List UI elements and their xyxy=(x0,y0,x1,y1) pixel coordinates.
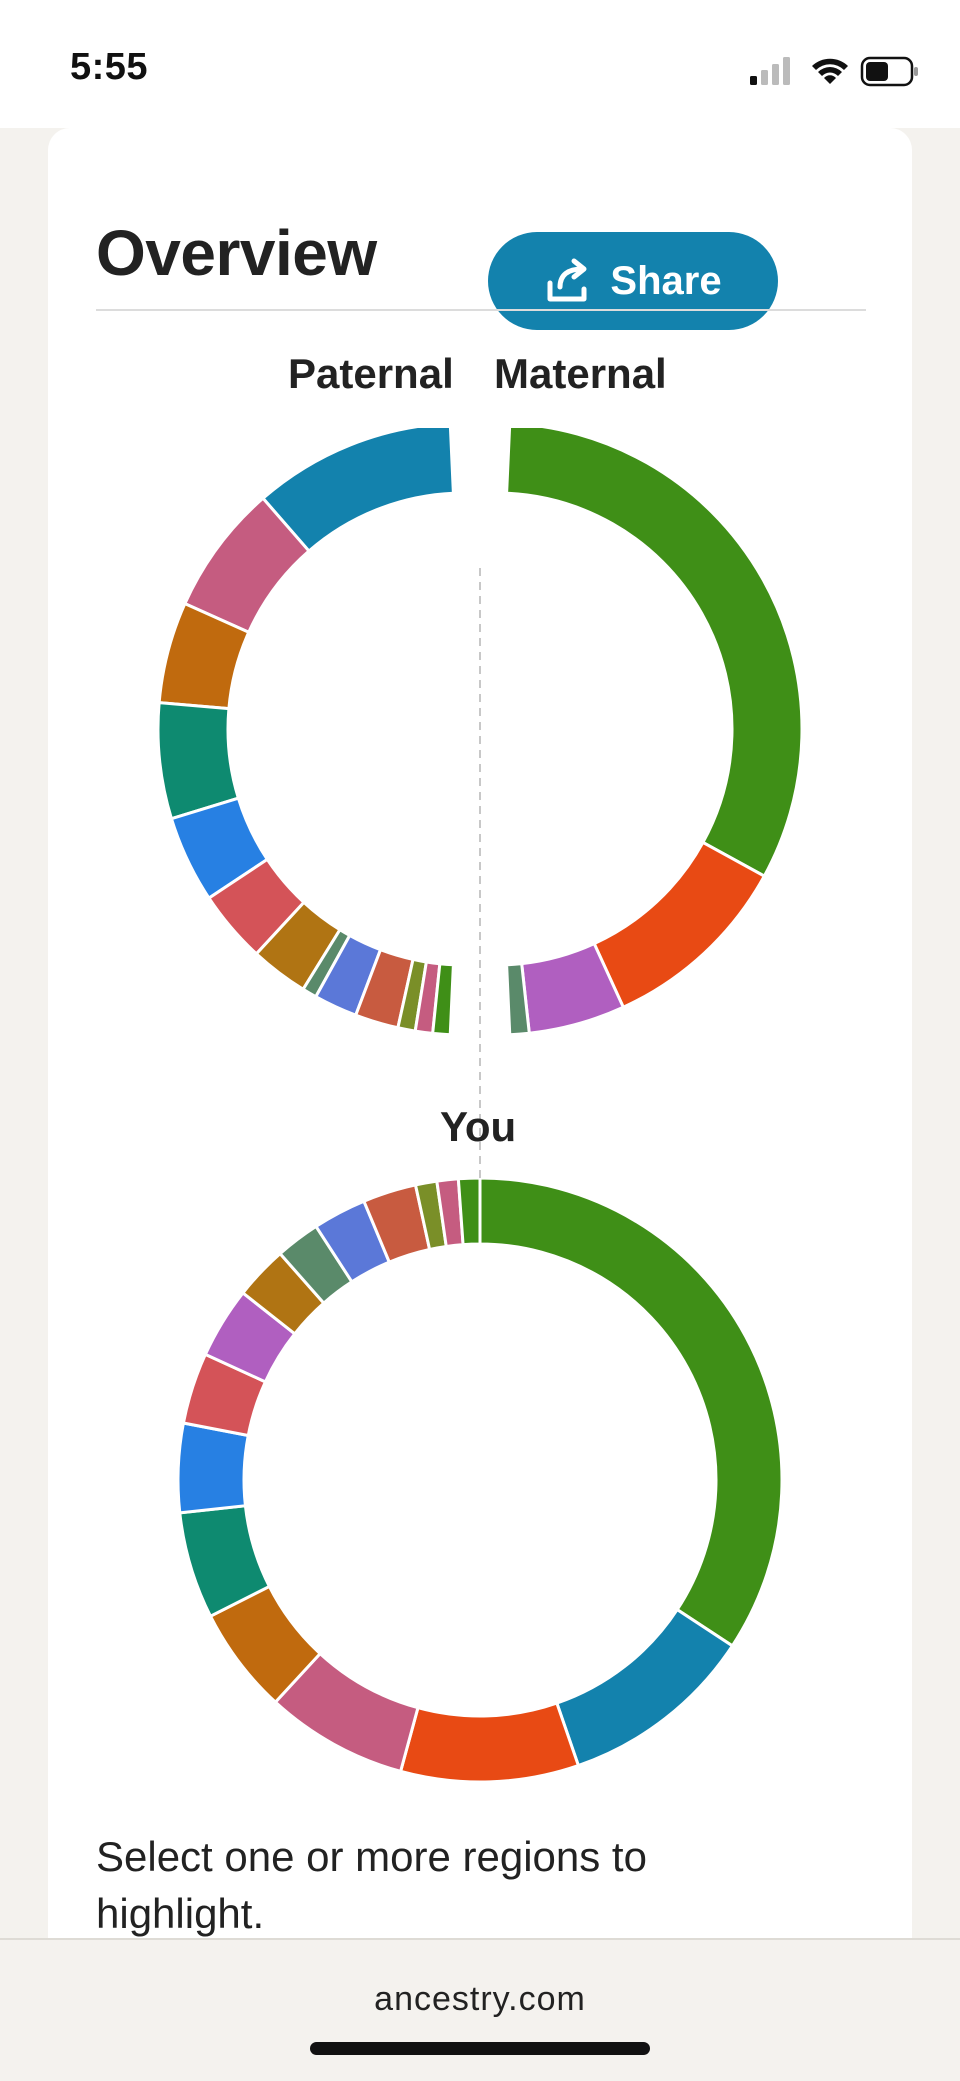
cellular-signal-icon xyxy=(750,57,790,85)
status-icons xyxy=(750,56,918,87)
overview-header: Overview Share xyxy=(96,186,916,330)
paternal-slice-6[interactable] xyxy=(206,857,307,956)
url-label[interactable]: ancestry.com xyxy=(374,1980,586,2018)
page-title: Overview xyxy=(96,217,377,289)
paternal-label: Paternal xyxy=(288,350,454,397)
you-slices xyxy=(176,1178,784,1784)
you-slice-7[interactable] xyxy=(176,1421,250,1515)
instructions-text: Select one or more regions to highlight. xyxy=(96,1833,647,1937)
you-donut-chart[interactable] xyxy=(48,1178,912,1798)
paternal-slice-4[interactable] xyxy=(156,700,241,821)
you-slice-2[interactable] xyxy=(554,1607,735,1768)
parents-donut-chart[interactable] xyxy=(48,428,912,1188)
paternal-slices xyxy=(156,428,455,1037)
maternal-slice-1[interactable] xyxy=(505,428,804,879)
overview-card: Overview Share Paternal Maternal You Sel… xyxy=(48,128,912,1938)
paternal-slice-10[interactable] xyxy=(353,947,415,1030)
share-button[interactable]: Share xyxy=(488,232,778,330)
paternal-slice-1[interactable] xyxy=(260,428,455,554)
paternal-slice-3[interactable] xyxy=(157,601,251,711)
paternal-slice-13[interactable] xyxy=(431,962,455,1037)
maternal-slice-2[interactable] xyxy=(592,840,767,1010)
share-button-label: Share xyxy=(610,258,722,303)
you-slice-1[interactable] xyxy=(478,1178,784,1648)
you-label: You xyxy=(440,1103,517,1150)
share-icon xyxy=(547,258,587,302)
status-bar: 5:55 xyxy=(0,0,960,128)
paternal-slice-2[interactable] xyxy=(182,496,312,635)
you-slice-16[interactable] xyxy=(456,1178,482,1247)
paternal-slice-9[interactable] xyxy=(313,933,383,1018)
wifi-icon xyxy=(812,58,848,84)
maternal-slice-4[interactable] xyxy=(505,961,531,1037)
home-indicator xyxy=(310,2042,650,2055)
browser-bottom-bar: ancestry.com xyxy=(0,1938,960,2081)
maternal-slices xyxy=(505,428,804,1037)
maternal-label: Maternal xyxy=(494,350,667,397)
paternal-slice-7[interactable] xyxy=(254,900,342,992)
battery-icon xyxy=(860,56,918,87)
status-time: 5:55 xyxy=(70,46,149,88)
paternal-slice-5[interactable] xyxy=(169,796,270,901)
you-slice-3[interactable] xyxy=(398,1701,581,1784)
header-divider xyxy=(96,309,866,311)
